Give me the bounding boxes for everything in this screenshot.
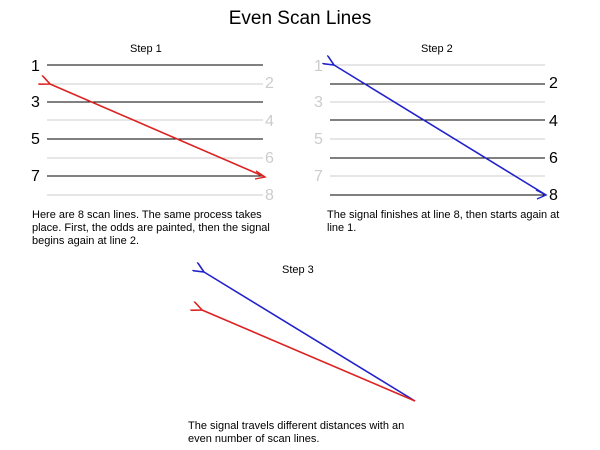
- step2-label: Step 2: [421, 43, 453, 55]
- step2-number-7: 7: [314, 168, 323, 185]
- step3-panel: [202, 272, 416, 402]
- diagram-title: Even Scan Lines: [228, 8, 372, 29]
- step2-caption: The signal finishes at line 8, then star…: [327, 209, 560, 234]
- step3-caption: The signal travels different distances w…: [188, 420, 405, 445]
- step2-number-5: 5: [314, 131, 323, 148]
- step3-blue-signal-arrow: [204, 272, 416, 402]
- step3-label: Step 3: [282, 264, 314, 276]
- step1-number-8: 8: [265, 187, 274, 204]
- step2-number-2: 2: [549, 75, 558, 92]
- step2-number-1: 1: [314, 58, 323, 75]
- step1-number-6: 6: [265, 150, 274, 167]
- step1-number-4: 4: [265, 113, 274, 130]
- step1-label: Step 1: [130, 43, 162, 55]
- step1-caption: Here are 8 scan lines. The same process …: [32, 209, 270, 247]
- step2-blue-signal-arrow: [334, 65, 547, 196]
- step1-number-1: 1: [31, 58, 40, 75]
- step1-number-3: 3: [31, 94, 40, 111]
- step2-panel: 1 2 3 4 5 6 7 8: [314, 58, 558, 204]
- step2-number-6: 6: [549, 150, 558, 167]
- step2-number-8: 8: [549, 187, 558, 204]
- step1-number-2: 2: [265, 75, 274, 92]
- step1-number-7: 7: [31, 168, 40, 185]
- step1-number-5: 5: [31, 131, 40, 148]
- step1-red-signal-arrow: [50, 84, 266, 178]
- step2-number-3: 3: [314, 94, 323, 111]
- step3-red-signal-arrow: [202, 310, 416, 402]
- step1-panel: 1 2 3 4 5 6 7 8: [31, 58, 274, 204]
- step2-number-4: 4: [549, 113, 558, 130]
